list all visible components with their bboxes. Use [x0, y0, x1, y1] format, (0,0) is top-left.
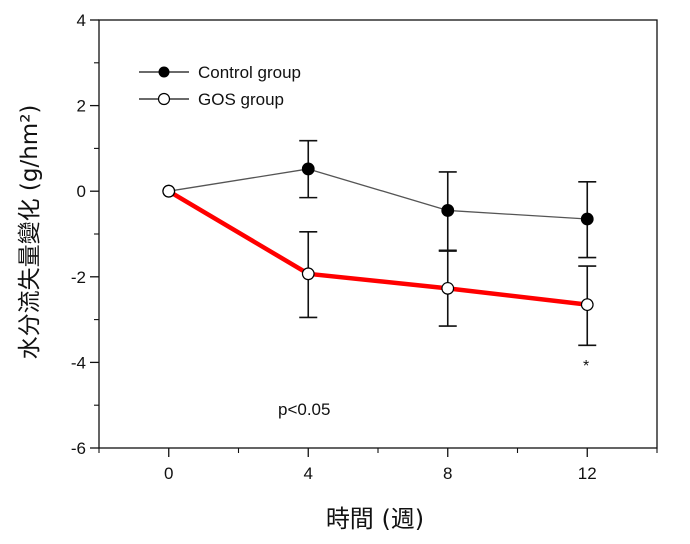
x-tick-label: 0 [164, 464, 173, 483]
y-tick-label: -4 [71, 353, 86, 372]
y-tick-label: -6 [71, 439, 86, 458]
ticks: 4 2 0 -2 -4 -6 0 4 8 12 [71, 11, 658, 483]
legend-label-gos: GOS group [198, 90, 284, 109]
y-tick-label: 4 [77, 11, 86, 30]
data-point-gos [301, 267, 315, 281]
data-point-gos [580, 298, 594, 312]
significance-label: p<0.05 [278, 400, 330, 419]
data-point-control [301, 162, 315, 176]
y-tick-label: 0 [77, 182, 86, 201]
y-tick-label: -2 [71, 268, 86, 287]
data-point-gos [441, 281, 455, 295]
legend-marker-gos [157, 92, 171, 106]
legend: Control group GOS group [139, 63, 301, 109]
x-tick-label: 12 [578, 464, 597, 483]
significance-star: * [583, 358, 589, 375]
x-tick-label: 4 [304, 464, 313, 483]
y-tick-label: 2 [77, 97, 86, 116]
legend-label-control: Control group [198, 63, 301, 82]
data-point-control [441, 204, 455, 217]
series-line-control [168, 168, 588, 220]
x-axis-title: 時間 (週) [326, 505, 424, 533]
x-tick-label: 8 [443, 464, 452, 483]
series-lines [166, 168, 590, 307]
error-bars [299, 139, 597, 347]
data-point-gos [162, 184, 176, 198]
plot-frame [98, 19, 658, 449]
axes [98, 19, 658, 449]
data-points [162, 162, 594, 312]
y-axis-title: 水分流失量變化 (g/hm²) [17, 105, 43, 360]
data-point-control [580, 212, 594, 226]
series-line-gos [166, 188, 590, 307]
legend-marker-control [158, 66, 170, 78]
